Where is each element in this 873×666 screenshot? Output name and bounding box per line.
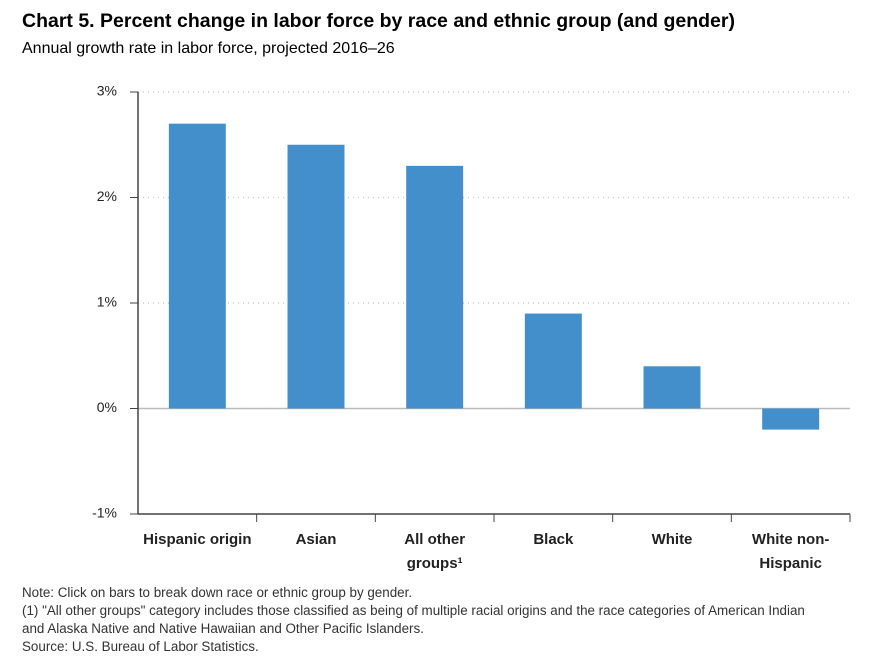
x-tick-label: Hispanic origin xyxy=(143,531,252,548)
bar[interactable] xyxy=(524,313,582,409)
y-tick-label: 0% xyxy=(97,399,117,415)
chart-title: Chart 5. Percent change in labor force b… xyxy=(22,10,735,32)
x-tick-label: White xyxy=(651,531,693,548)
bar[interactable] xyxy=(168,123,226,409)
y-tick-label: -1% xyxy=(92,505,117,521)
bar[interactable] xyxy=(643,366,701,409)
bar[interactable] xyxy=(287,144,345,409)
notes: Note: Click on bars to break down race o… xyxy=(22,584,822,656)
bar[interactable] xyxy=(406,165,464,409)
y-tick-label: 1% xyxy=(97,294,117,310)
y-tick-label: 2% xyxy=(97,188,117,204)
x-tick-label: All other groups¹ xyxy=(404,531,466,572)
chart-subtitle: Annual growth rate in labor force, proje… xyxy=(22,40,395,57)
y-tick-label: 3% xyxy=(97,83,117,99)
x-tick-label: Asian xyxy=(295,531,337,548)
note-line: (1) "All other groups" category includes… xyxy=(22,603,805,636)
note-line: Note: Click on bars to break down race o… xyxy=(22,585,413,600)
x-tick-label: White non-Hispanic xyxy=(751,531,830,572)
x-tick-label: Black xyxy=(533,531,574,548)
note-line: Source: U.S. Bureau of Labor Statistics. xyxy=(22,639,259,654)
bar[interactable] xyxy=(762,408,820,430)
